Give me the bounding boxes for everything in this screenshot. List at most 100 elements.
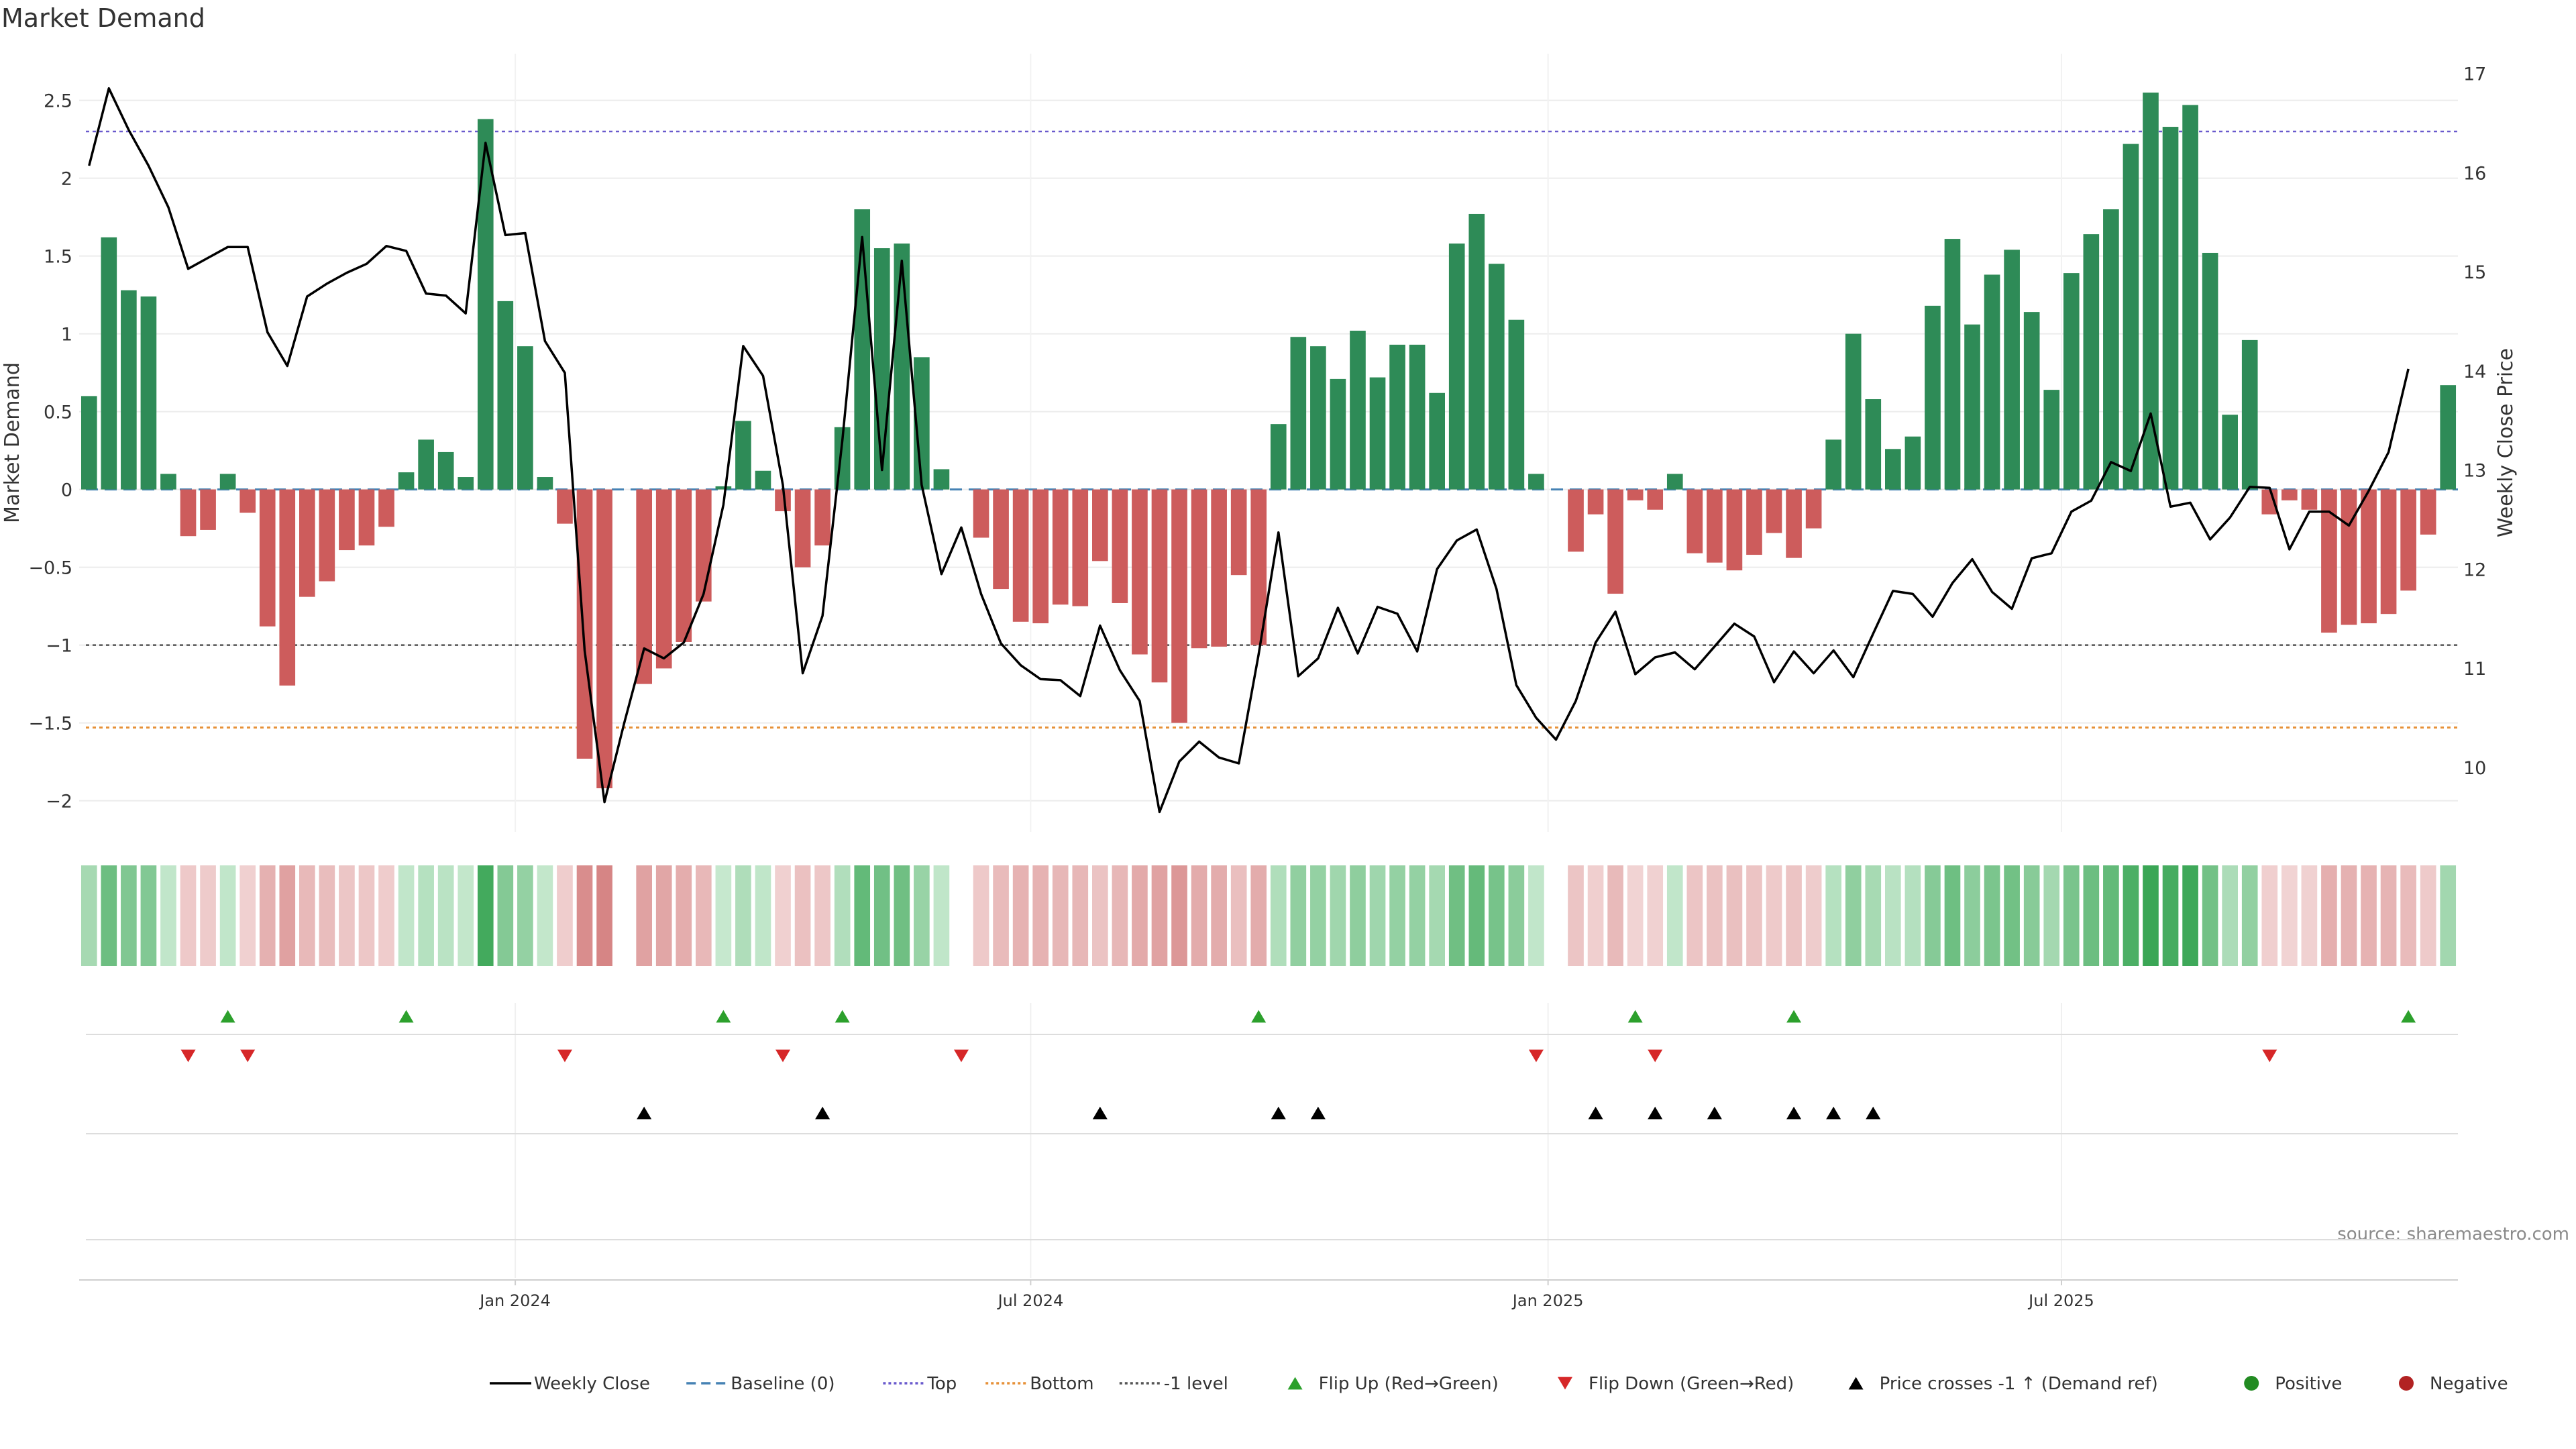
demand-bar xyxy=(2241,339,2258,490)
legend-item: Flip Down (Green→Red) xyxy=(1558,1374,1794,1394)
demand-bar xyxy=(140,296,157,490)
demand-bar xyxy=(1568,489,1584,552)
heat-cell xyxy=(160,865,176,966)
demand-bar xyxy=(1904,436,1921,490)
heat-cell xyxy=(319,865,335,966)
heat-cell xyxy=(1489,865,1505,966)
demand-bar xyxy=(1072,489,1089,606)
heat-cell xyxy=(1904,865,1921,966)
heat-cell xyxy=(1389,865,1405,966)
heat-cell xyxy=(557,865,573,966)
legend-label: Baseline (0) xyxy=(731,1374,835,1394)
demand-bar xyxy=(1508,319,1525,490)
flip-up-marker xyxy=(2401,1010,2416,1023)
heat-cell xyxy=(2400,865,2416,966)
demand-bar xyxy=(200,489,216,530)
x-tick-label: Jan 2024 xyxy=(478,1291,551,1310)
demand-bar xyxy=(557,489,573,524)
price-cross-marker xyxy=(1092,1106,1108,1120)
heat-cell xyxy=(1746,865,1762,966)
demand-bar xyxy=(239,489,256,513)
heat-cell xyxy=(1369,865,1386,966)
legend-label: Flip Up (Red→Green) xyxy=(1319,1374,1499,1394)
demand-bar xyxy=(2440,385,2457,490)
demand-bar xyxy=(576,489,593,759)
heat-cell xyxy=(2123,865,2139,966)
demand-bar xyxy=(1052,489,1069,605)
flip-up-marker xyxy=(220,1010,235,1023)
y2-axis-label: Weekly Close Price xyxy=(2494,348,2518,537)
y-tick-label: 2.5 xyxy=(44,91,72,112)
legend-triangle-swatch xyxy=(1558,1377,1572,1390)
price-cross-marker xyxy=(1310,1106,1326,1120)
heat-cell xyxy=(2261,865,2278,966)
heat-cell xyxy=(219,865,236,966)
x-tick-label: Jul 2024 xyxy=(997,1291,1064,1310)
price-cross-marker xyxy=(1866,1106,1881,1120)
heat-cell xyxy=(1686,865,1703,966)
heat-cell xyxy=(1330,865,1346,966)
demand-bar xyxy=(2301,489,2318,510)
legend-label: Negative xyxy=(2430,1374,2508,1394)
heat-cell xyxy=(418,865,434,966)
flip-down-marker xyxy=(240,1049,256,1063)
legend-item: Weekly Close xyxy=(490,1374,650,1394)
demand-bar xyxy=(418,439,434,490)
heat-cell xyxy=(596,865,612,966)
y2-tick-label: 17 xyxy=(2463,64,2486,85)
heat-cell xyxy=(140,865,157,966)
heat-cell xyxy=(2182,865,2198,966)
demand-bar xyxy=(2321,489,2337,633)
heat-cell xyxy=(2321,865,2337,966)
heat-cell xyxy=(2202,865,2218,966)
legend-label: Weekly Close xyxy=(534,1374,650,1394)
demand-heat-strip xyxy=(80,865,2457,966)
demand-bar xyxy=(775,489,791,512)
heat-cell xyxy=(1805,865,1822,966)
demand-bar xyxy=(1250,489,1267,645)
demand-bars xyxy=(80,93,2457,789)
heat-cell xyxy=(1448,865,1465,966)
heat-cell xyxy=(1825,865,1841,966)
heat-cell xyxy=(2222,865,2238,966)
demand-bar xyxy=(1666,474,1683,490)
y-tick-label: 0 xyxy=(61,480,72,501)
legend-dot-swatch xyxy=(2244,1376,2259,1391)
heat-cell xyxy=(259,865,276,966)
heat-cell xyxy=(1845,865,1862,966)
demand-bar xyxy=(914,357,930,490)
y2-tick-label: 12 xyxy=(2463,559,2486,580)
price-cross-marker xyxy=(637,1106,652,1120)
demand-bar xyxy=(2004,250,2020,490)
heat-cell xyxy=(794,865,811,966)
demand-bar xyxy=(894,244,910,490)
demand-bar xyxy=(2083,234,2100,490)
flip-down-marker xyxy=(775,1049,791,1063)
demand-bar xyxy=(319,489,335,582)
demand-bar xyxy=(2123,144,2139,490)
demand-bar xyxy=(1330,378,1346,490)
demand-bar xyxy=(80,396,97,490)
demand-bar xyxy=(537,477,553,490)
heat-cell xyxy=(537,865,553,966)
heat-cell xyxy=(696,865,712,966)
demand-bar xyxy=(259,489,276,627)
heat-cell xyxy=(2023,865,2040,966)
heat-cell xyxy=(1468,865,1485,966)
heat-cell xyxy=(1230,865,1247,966)
heat-cell xyxy=(477,865,494,966)
heat-cell xyxy=(437,865,454,966)
heat-cell xyxy=(1964,865,1980,966)
x-axis-ticks: Jan 2024 Jul 2024 Jan 2025 Jul 2025 xyxy=(478,1280,2094,1310)
heat-cell xyxy=(2361,865,2377,966)
heat-cell xyxy=(1171,865,1187,966)
flip-down-marker xyxy=(1528,1049,1544,1063)
heat-cell xyxy=(1032,865,1049,966)
heat-cell xyxy=(517,865,533,966)
heat-cell xyxy=(1766,865,1782,966)
heat-cell xyxy=(914,865,930,966)
heat-cell xyxy=(1211,865,1227,966)
y-tick-label: −2 xyxy=(46,792,72,812)
demand-bar xyxy=(1845,333,1862,490)
heat-cell xyxy=(1092,865,1108,966)
